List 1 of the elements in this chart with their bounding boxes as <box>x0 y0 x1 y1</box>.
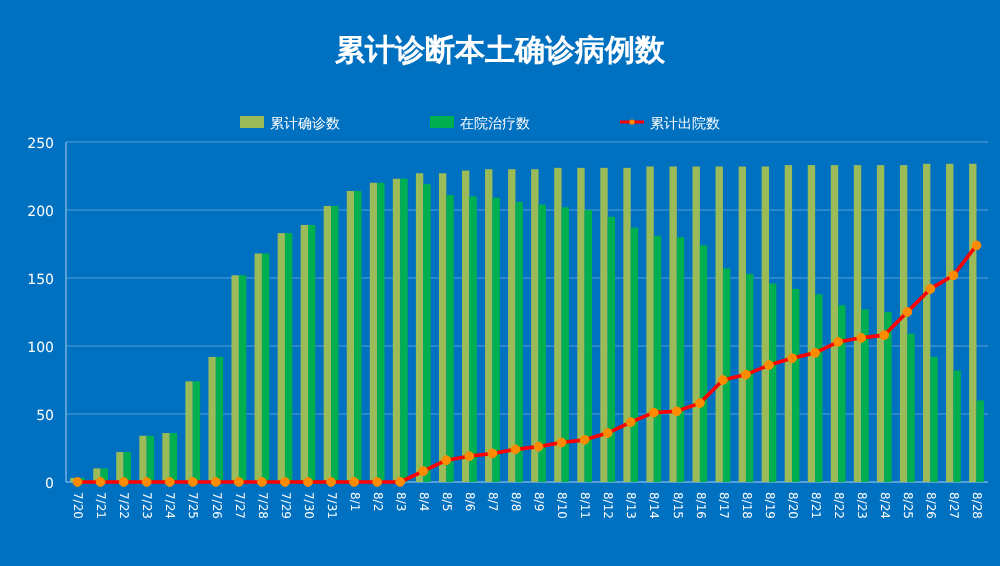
chart-title: 累计诊断本土确诊病例数 <box>333 32 667 68</box>
